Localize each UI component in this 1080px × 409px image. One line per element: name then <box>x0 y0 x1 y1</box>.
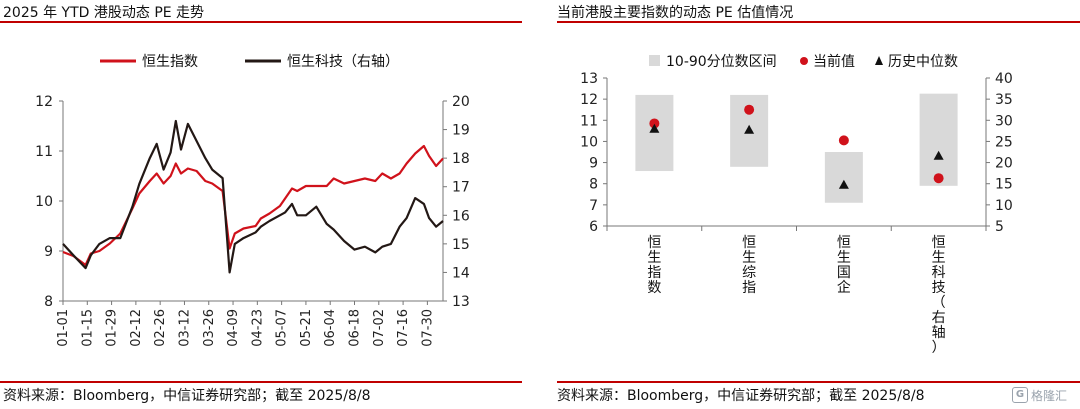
watermark-logo: G 格隆汇 <box>1012 384 1076 406</box>
category-label-char: 生 <box>837 250 851 266</box>
x-tick-label: 03-12 <box>177 309 192 347</box>
x-tick-label: 02-26 <box>153 309 168 347</box>
right-chart-left-tick-label: 10 <box>580 134 598 150</box>
category-label-char: 企 <box>837 279 851 296</box>
category-label-char: 指 <box>742 280 756 296</box>
left-source-note: 资料来源：Bloomberg，中信证券研究部；截至 2025/8/8 <box>3 388 371 404</box>
x-tick-label: 01-29 <box>105 309 120 347</box>
x-tick-label: 04-23 <box>250 309 265 347</box>
category-label-char: 数 <box>647 280 661 296</box>
current-value-dot <box>744 104 755 115</box>
watermark-icon: G <box>1012 387 1028 403</box>
category-label-char: 技 <box>932 280 946 296</box>
right-chart-right-tick-label: 35 <box>995 92 1013 108</box>
x-tick-label: 05-07 <box>275 309 290 347</box>
category-label-char: 生 <box>932 250 946 266</box>
left-y-tick-label: 12 <box>35 94 53 110</box>
right-y-tick-label: 20 <box>452 94 470 110</box>
right-chart-right-tick-label: 5 <box>995 219 1004 235</box>
x-tick-label: 02-12 <box>129 309 144 347</box>
category-label-char: 科 <box>932 265 946 281</box>
right-chart-right-tick-label: 30 <box>995 113 1013 129</box>
x-tick-label: 06-04 <box>323 309 338 347</box>
legend-current-swatch <box>800 57 808 65</box>
legend-label: 恒生指数 <box>142 54 198 70</box>
current-value-dot <box>838 135 849 146</box>
right-y-tick-label: 18 <box>452 151 470 167</box>
left-y-tick-label: 9 <box>44 244 53 260</box>
current-value-dot <box>933 173 944 184</box>
category-label-char: 国 <box>837 265 851 281</box>
legend-median-label: 历史中位数 <box>888 54 958 70</box>
left-y-tick-label: 8 <box>44 294 53 310</box>
category-label-char: 恒 <box>742 235 756 251</box>
x-tick-label: 01-01 <box>56 309 71 347</box>
legend-median-swatch <box>875 56 883 65</box>
category-label-char: 综 <box>742 265 756 281</box>
right-chart-left-tick-label: 7 <box>589 198 598 214</box>
x-tick-label: 07-02 <box>372 309 387 347</box>
median-triangle <box>649 123 660 133</box>
right-y-tick-label: 15 <box>452 237 470 253</box>
median-triangle <box>744 124 755 134</box>
left-title-rule <box>0 21 522 23</box>
range-box <box>635 94 674 172</box>
median-triangle <box>838 179 849 189</box>
right-chart-right-tick-label: 20 <box>995 156 1013 172</box>
legend-range-swatch <box>649 55 660 66</box>
right-y-tick-label: 16 <box>452 208 470 224</box>
category-label-char: 恒 <box>932 235 946 251</box>
category-label-char: 轴 <box>932 325 946 341</box>
legend-label: 恒生科技（右轴） <box>287 54 399 70</box>
right-chart-right-tick-label: 25 <box>995 134 1013 150</box>
x-tick-label: 05-21 <box>299 309 314 347</box>
category-label-char: 生 <box>742 250 756 266</box>
right-chart-right-tick-label: 40 <box>995 71 1013 87</box>
right-chart-left-tick-label: 9 <box>589 156 598 172</box>
x-tick-label: 06-18 <box>348 309 363 347</box>
category-label-char: 生 <box>647 250 661 266</box>
watermark-text: 格隆汇 <box>1031 388 1068 403</box>
right-title-rule <box>557 21 1080 23</box>
right-chart-right-tick-label: 10 <box>995 198 1013 214</box>
range-box <box>824 152 863 203</box>
category-label-char: 指 <box>647 265 661 281</box>
current-value-dot <box>649 118 660 129</box>
x-tick-label: 07-30 <box>420 309 435 347</box>
right-chart-left-tick-label: 8 <box>589 177 598 193</box>
right-chart-left-tick-label: 11 <box>580 113 598 129</box>
category-label-char: 恒 <box>647 235 661 251</box>
left-chart-title: 2025 年 YTD 港股动态 PE 走势 <box>3 5 205 21</box>
category-label-char: （ <box>932 295 946 311</box>
median-triangle <box>933 150 944 160</box>
range-box <box>919 93 958 186</box>
right-source-rule <box>557 381 1080 383</box>
right-source-note: 资料来源：Bloomberg，中信证券研究部；截至 2025/8/8 <box>557 388 925 404</box>
x-tick-label: 03-26 <box>202 309 217 347</box>
right-y-tick-label: 17 <box>452 180 470 196</box>
right-chart-right-tick-label: 15 <box>995 177 1013 193</box>
legend-range-label: 10-90分位数区间 <box>666 54 777 70</box>
category-label-char: 右 <box>932 310 946 326</box>
right-y-tick-label: 14 <box>452 265 470 281</box>
left-source-rule <box>0 381 522 383</box>
right-chart-left-tick-label: 13 <box>580 71 598 87</box>
right-y-tick-label: 19 <box>452 123 470 139</box>
right-y-tick-label: 13 <box>452 294 470 310</box>
x-tick-label: 01-15 <box>80 309 95 347</box>
left-y-tick-label: 10 <box>35 194 53 210</box>
category-label-char: ） <box>932 340 946 356</box>
right-chart-left-tick-label: 12 <box>580 92 598 108</box>
legend-current-label: 当前值 <box>813 53 855 70</box>
right-chart-left-tick-label: 6 <box>589 219 598 235</box>
hsi-pe-line <box>62 144 444 267</box>
right-chart-title: 当前港股主要指数的动态 PE 估值情况 <box>557 5 794 21</box>
hstech-pe-line <box>62 119 444 274</box>
category-label-char: 恒 <box>837 235 851 251</box>
left-y-tick-label: 11 <box>35 144 53 160</box>
x-tick-label: 04-09 <box>226 309 241 347</box>
x-tick-label: 07-16 <box>396 309 411 347</box>
